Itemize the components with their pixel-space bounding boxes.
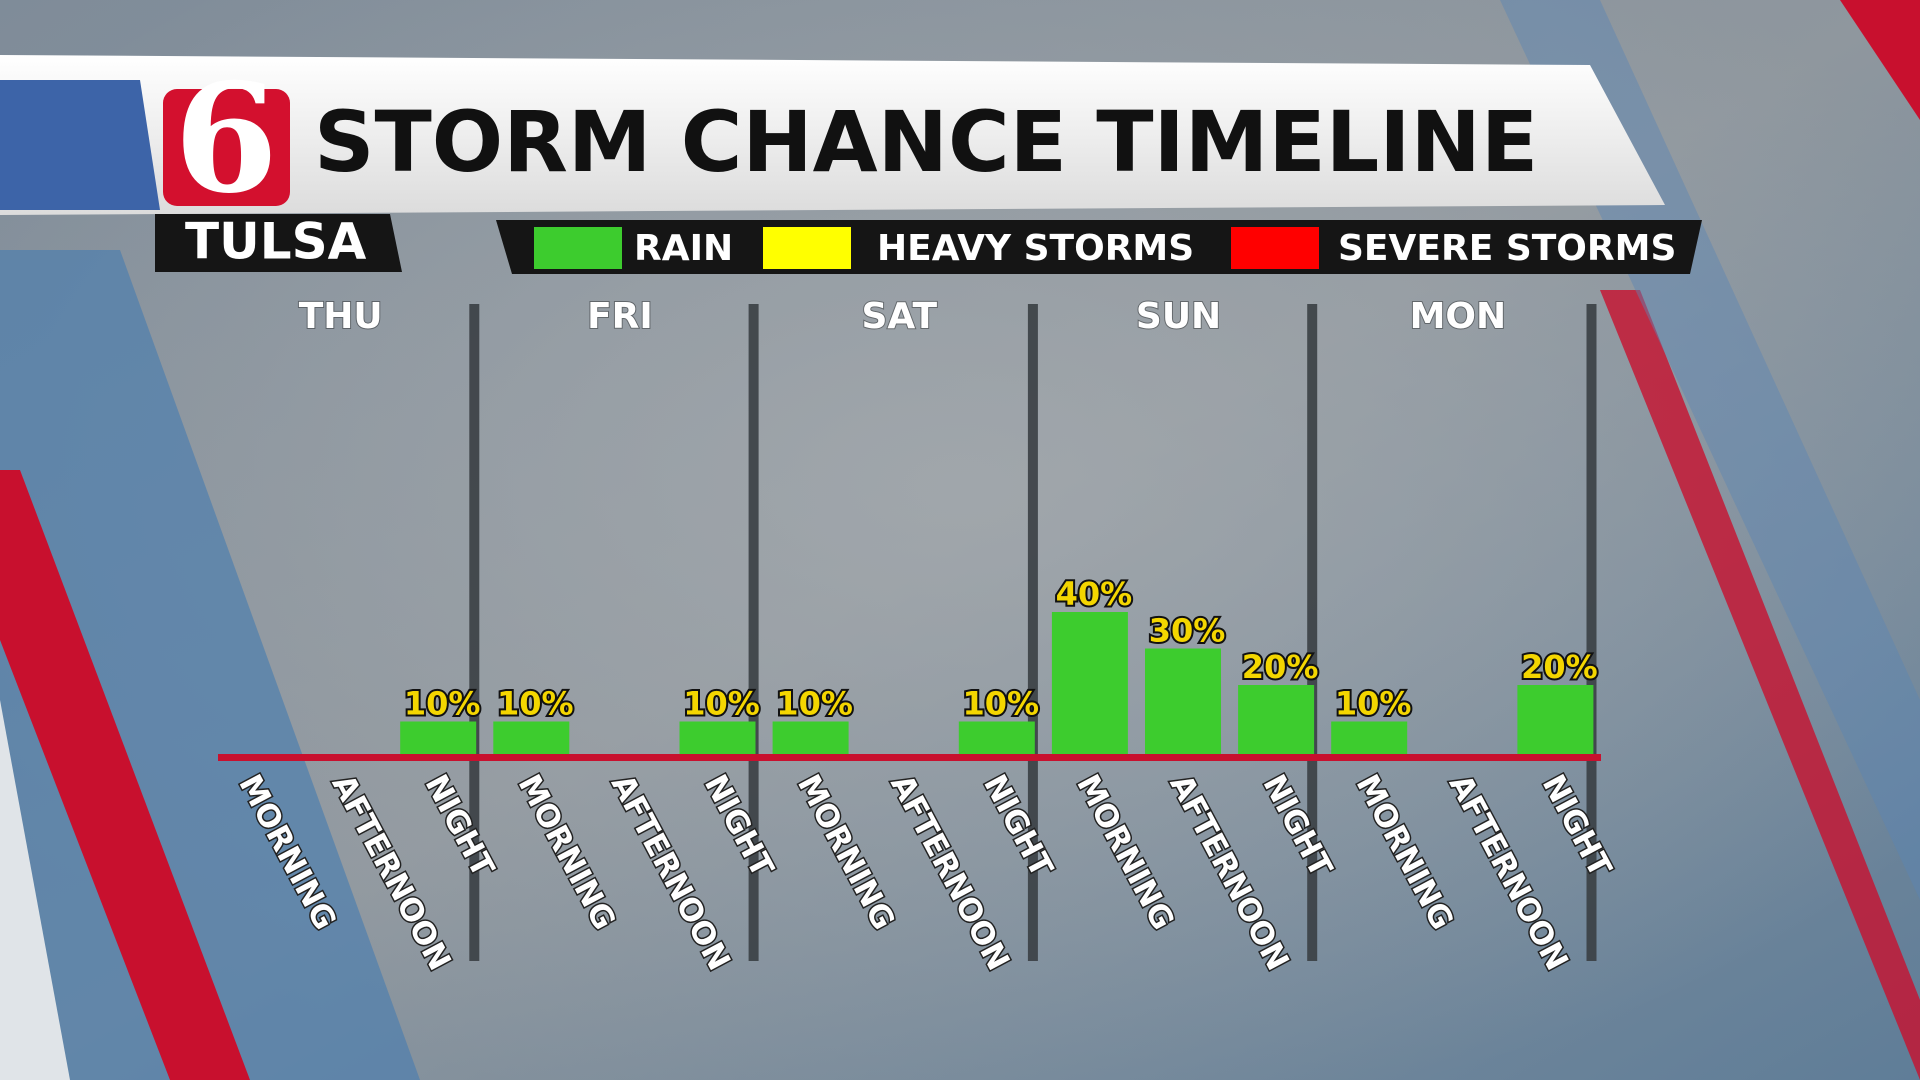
title-banner — [0, 55, 1665, 215]
bar — [1145, 648, 1221, 758]
bar — [1238, 685, 1315, 758]
bar — [772, 721, 849, 758]
bar — [1051, 612, 1128, 758]
legend-label: RAIN — [634, 228, 733, 269]
day-divider — [469, 304, 480, 961]
bar — [1331, 721, 1408, 758]
bar — [679, 721, 756, 758]
value-label: 20% — [1521, 648, 1598, 686]
day-divider — [1307, 304, 1318, 961]
left-stripe-white — [0, 700, 70, 1080]
value-label: 10% — [776, 685, 853, 723]
corner-red — [1840, 0, 1920, 120]
subtitle: TULSA — [185, 213, 367, 271]
left-stripe-red — [0, 470, 250, 1080]
bar — [400, 721, 477, 758]
value-label: 10% — [1335, 685, 1412, 723]
value-label: 10% — [497, 685, 574, 723]
right-stripe-red — [1600, 290, 1920, 1080]
value-label: 40% — [1056, 575, 1133, 613]
value-label: 10% — [683, 685, 760, 723]
baseline — [218, 754, 1601, 761]
day-label: FRI — [587, 296, 653, 337]
value-label: 10% — [963, 685, 1040, 723]
day-divider — [1027, 304, 1038, 961]
day-label: SUN — [1136, 296, 1221, 337]
logo: 6 — [174, 51, 278, 227]
legend-swatch — [1231, 227, 1319, 269]
value-label: 10% — [404, 685, 481, 723]
day-label: THU — [299, 296, 383, 337]
value-label: 30% — [1149, 612, 1226, 650]
day-label: SAT — [861, 296, 937, 337]
chart-title: STORM CHANCE TIMELINE — [314, 93, 1538, 191]
bar — [493, 721, 570, 758]
legend-label: HEAVY STORMS — [877, 228, 1194, 269]
day-divider — [1586, 304, 1597, 961]
day-divider — [748, 304, 759, 961]
value-label: 20% — [1242, 648, 1319, 686]
legend-label: SEVERE STORMS — [1338, 228, 1676, 269]
legend-swatch — [534, 227, 622, 269]
day-label: MON — [1410, 296, 1507, 337]
logo-box — [163, 89, 290, 206]
banner-blue-tab — [0, 80, 160, 210]
legend-swatch — [763, 227, 851, 269]
bar — [958, 721, 1035, 758]
subtitle-box — [155, 214, 402, 272]
bar — [1517, 685, 1594, 758]
